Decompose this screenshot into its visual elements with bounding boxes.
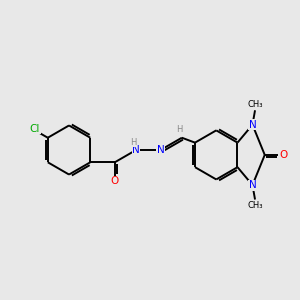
Text: H: H xyxy=(176,125,183,134)
Text: N: N xyxy=(249,120,256,130)
Text: Cl: Cl xyxy=(30,124,40,134)
Text: O: O xyxy=(280,150,288,160)
Text: N: N xyxy=(132,145,140,155)
Text: H: H xyxy=(130,138,137,147)
Text: N: N xyxy=(157,145,164,155)
Text: O: O xyxy=(111,176,119,186)
Text: N: N xyxy=(249,180,256,190)
Text: CH₃: CH₃ xyxy=(247,201,263,210)
Text: CH₃: CH₃ xyxy=(247,100,263,109)
